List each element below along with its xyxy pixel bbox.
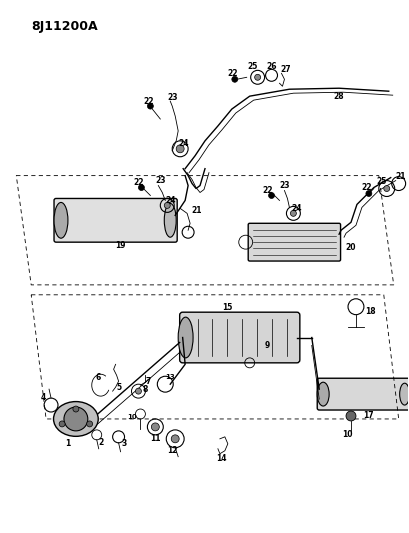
Circle shape xyxy=(151,423,160,431)
Text: 8: 8 xyxy=(143,385,148,394)
Text: 21: 21 xyxy=(396,172,406,181)
Text: 10: 10 xyxy=(128,414,137,420)
Circle shape xyxy=(269,192,274,198)
Text: 25: 25 xyxy=(247,62,258,71)
Text: 8J11200A: 8J11200A xyxy=(31,20,98,33)
Circle shape xyxy=(171,435,179,443)
Text: 10: 10 xyxy=(342,430,352,439)
Circle shape xyxy=(384,185,390,191)
FancyBboxPatch shape xyxy=(317,378,409,410)
Circle shape xyxy=(147,103,153,109)
Circle shape xyxy=(255,74,261,80)
Text: 17: 17 xyxy=(364,411,374,421)
Circle shape xyxy=(366,190,372,197)
Text: 6: 6 xyxy=(95,373,100,382)
Circle shape xyxy=(232,76,238,82)
Text: 22: 22 xyxy=(262,186,273,195)
Text: 25: 25 xyxy=(377,177,387,186)
Text: 1: 1 xyxy=(65,439,71,448)
Text: 26: 26 xyxy=(266,62,277,71)
Text: 23: 23 xyxy=(279,181,290,190)
Circle shape xyxy=(73,406,79,412)
Text: 22: 22 xyxy=(133,178,144,187)
Circle shape xyxy=(164,203,170,208)
Text: 14: 14 xyxy=(217,454,227,463)
Text: 12: 12 xyxy=(167,446,178,455)
Text: 28: 28 xyxy=(334,92,344,101)
Circle shape xyxy=(59,421,65,427)
Text: 2: 2 xyxy=(98,438,103,447)
Text: 24: 24 xyxy=(165,196,175,205)
Text: 4: 4 xyxy=(40,393,46,401)
FancyBboxPatch shape xyxy=(180,312,300,363)
Text: 5: 5 xyxy=(116,383,121,392)
Ellipse shape xyxy=(178,317,193,358)
Text: 23: 23 xyxy=(167,93,178,102)
Circle shape xyxy=(64,407,88,431)
FancyBboxPatch shape xyxy=(54,198,177,242)
Text: 23: 23 xyxy=(155,176,166,185)
Text: 9: 9 xyxy=(265,341,270,350)
Text: 11: 11 xyxy=(150,434,161,443)
Text: 22: 22 xyxy=(143,96,154,106)
Text: 20: 20 xyxy=(346,243,356,252)
Text: 24: 24 xyxy=(291,204,301,213)
Text: 18: 18 xyxy=(366,307,376,316)
Text: 22: 22 xyxy=(227,69,238,78)
Circle shape xyxy=(87,421,92,427)
Text: 21: 21 xyxy=(192,206,202,215)
Circle shape xyxy=(139,184,144,190)
Ellipse shape xyxy=(400,383,409,405)
Text: 15: 15 xyxy=(222,303,233,312)
Circle shape xyxy=(135,388,142,394)
Circle shape xyxy=(290,211,297,216)
Text: 19: 19 xyxy=(115,240,126,249)
Text: 13: 13 xyxy=(165,374,175,380)
Text: 24: 24 xyxy=(178,139,189,148)
Text: 27: 27 xyxy=(280,65,291,74)
Circle shape xyxy=(176,145,184,153)
FancyBboxPatch shape xyxy=(248,223,341,261)
Ellipse shape xyxy=(164,204,176,237)
Text: 3: 3 xyxy=(122,439,127,448)
Text: 22: 22 xyxy=(362,183,372,192)
Text: 7: 7 xyxy=(146,377,151,386)
Ellipse shape xyxy=(54,203,68,238)
Circle shape xyxy=(346,411,356,421)
Ellipse shape xyxy=(54,401,98,437)
Ellipse shape xyxy=(317,382,329,406)
